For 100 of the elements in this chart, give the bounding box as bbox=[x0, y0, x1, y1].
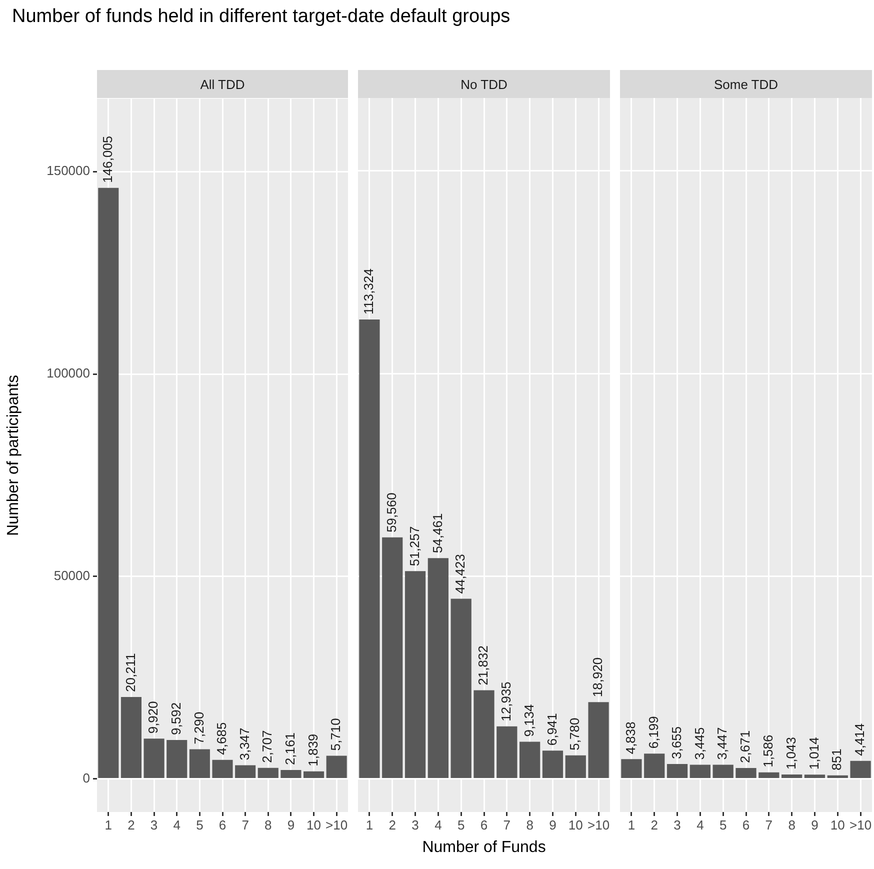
x-tick-label: 3 bbox=[412, 817, 419, 832]
data-label: 3,655 bbox=[668, 726, 684, 759]
x-tick-label: 5 bbox=[196, 817, 204, 832]
x-tick-label: 10 bbox=[306, 817, 322, 832]
x-tick-label: 1 bbox=[104, 817, 112, 832]
x-tick-label: 7 bbox=[765, 817, 773, 832]
bar bbox=[258, 768, 278, 778]
bar bbox=[850, 760, 871, 778]
data-label: 1,043 bbox=[783, 737, 798, 770]
data-label: 9,920 bbox=[146, 701, 161, 734]
data-label: 4,685 bbox=[214, 722, 230, 755]
data-label: 4,838 bbox=[623, 722, 638, 754]
chart-subtitle: No TDD bbox=[358, 70, 610, 98]
x-tick-label: 9 bbox=[811, 817, 818, 832]
bar bbox=[280, 770, 302, 778]
bar bbox=[588, 702, 609, 778]
chart-subtitle: Some TDD bbox=[620, 70, 872, 98]
bar bbox=[496, 726, 518, 778]
data-label: 9,134 bbox=[521, 704, 536, 737]
data-label: 7,290 bbox=[191, 712, 206, 744]
bar bbox=[98, 188, 119, 778]
bar bbox=[712, 764, 734, 778]
data-label: 1,586 bbox=[760, 734, 776, 768]
bar bbox=[450, 598, 472, 778]
bar bbox=[404, 571, 426, 778]
x-tick-label: >10 bbox=[326, 817, 348, 832]
data-label: 1,839 bbox=[305, 734, 320, 766]
x-tick-label: 4 bbox=[696, 817, 704, 832]
data-label: 9,592 bbox=[168, 702, 184, 735]
data-label: 851 bbox=[829, 748, 844, 770]
bar bbox=[144, 738, 164, 778]
x-tick-label: 8 bbox=[264, 817, 272, 832]
x-tick-label: 4 bbox=[173, 817, 180, 832]
data-label: 4,414 bbox=[852, 723, 868, 756]
data-label: 146,005 bbox=[100, 136, 115, 183]
x-tick-label: 6 bbox=[480, 817, 488, 832]
bar bbox=[120, 697, 142, 778]
x-tick-label: 2 bbox=[128, 817, 135, 832]
bar bbox=[428, 558, 448, 778]
bar bbox=[804, 774, 826, 778]
bar bbox=[565, 755, 586, 778]
x-tick-label: 3 bbox=[674, 817, 681, 832]
bar bbox=[166, 740, 188, 778]
x-tick-label: 9 bbox=[549, 817, 556, 832]
data-label: 6,941 bbox=[544, 713, 560, 746]
x-tick-label: 7 bbox=[503, 817, 511, 832]
data-label: 3,447 bbox=[714, 727, 730, 760]
bar bbox=[827, 775, 848, 778]
x-tick-label: >10 bbox=[850, 817, 872, 832]
x-tick-label: 6 bbox=[218, 817, 226, 832]
y-tick-label: 0 bbox=[82, 770, 90, 786]
data-label: 44,423 bbox=[452, 554, 468, 594]
x-tick-label: 4 bbox=[434, 817, 442, 832]
bar bbox=[474, 690, 494, 778]
data-label: 2,161 bbox=[282, 732, 298, 766]
x-tick-label: 1 bbox=[628, 817, 636, 832]
x-tick-label: 2 bbox=[650, 817, 658, 832]
data-label: 54,461 bbox=[430, 513, 445, 554]
bar bbox=[736, 768, 756, 778]
data-label: 6,199 bbox=[646, 716, 661, 749]
x-axis-title: Number of Funds bbox=[422, 838, 546, 856]
data-label: 21,832 bbox=[476, 646, 491, 686]
data-label: 51,257 bbox=[406, 526, 422, 566]
y-axis-title: Number of participants bbox=[5, 374, 22, 536]
bar bbox=[326, 756, 347, 778]
bar bbox=[690, 764, 710, 778]
data-label: 113,324 bbox=[361, 268, 376, 315]
x-tick-label: 6 bbox=[742, 817, 750, 832]
x-tick-label: 9 bbox=[287, 817, 295, 832]
bar bbox=[359, 320, 380, 778]
x-tick-label: 1 bbox=[366, 817, 374, 832]
x-tick-label: 10 bbox=[830, 817, 845, 832]
bar bbox=[212, 760, 233, 778]
chart-title: Number of funds held in different target-date default groups bbox=[12, 6, 510, 28]
y-tick-label: 150000 bbox=[46, 163, 90, 178]
bar bbox=[189, 749, 210, 778]
bar bbox=[644, 754, 665, 778]
bar bbox=[666, 764, 688, 778]
y-tick-label: 100000 bbox=[46, 366, 90, 381]
data-label: 2,671 bbox=[738, 730, 753, 763]
data-label: 3,445 bbox=[692, 727, 707, 760]
bar bbox=[304, 771, 324, 778]
bar bbox=[542, 750, 564, 778]
bar bbox=[782, 774, 802, 778]
data-label: 20,211 bbox=[122, 653, 138, 692]
data-label: 1,014 bbox=[806, 737, 822, 770]
bar bbox=[382, 537, 403, 778]
x-tick-label: 7 bbox=[242, 817, 249, 832]
x-tick-label: 5 bbox=[457, 817, 465, 832]
x-tick-label: 2 bbox=[388, 817, 396, 832]
data-label: 2,707 bbox=[260, 730, 275, 763]
x-tick-label: 5 bbox=[719, 817, 727, 832]
data-label: 5,710 bbox=[328, 718, 344, 751]
data-label: 12,935 bbox=[498, 682, 514, 722]
bar bbox=[758, 772, 780, 778]
y-tick-label: 50000 bbox=[54, 568, 90, 584]
chart-subtitle: All TDD bbox=[97, 70, 348, 98]
bar bbox=[235, 765, 256, 778]
x-tick-label: 8 bbox=[788, 817, 796, 832]
bar bbox=[621, 759, 642, 778]
